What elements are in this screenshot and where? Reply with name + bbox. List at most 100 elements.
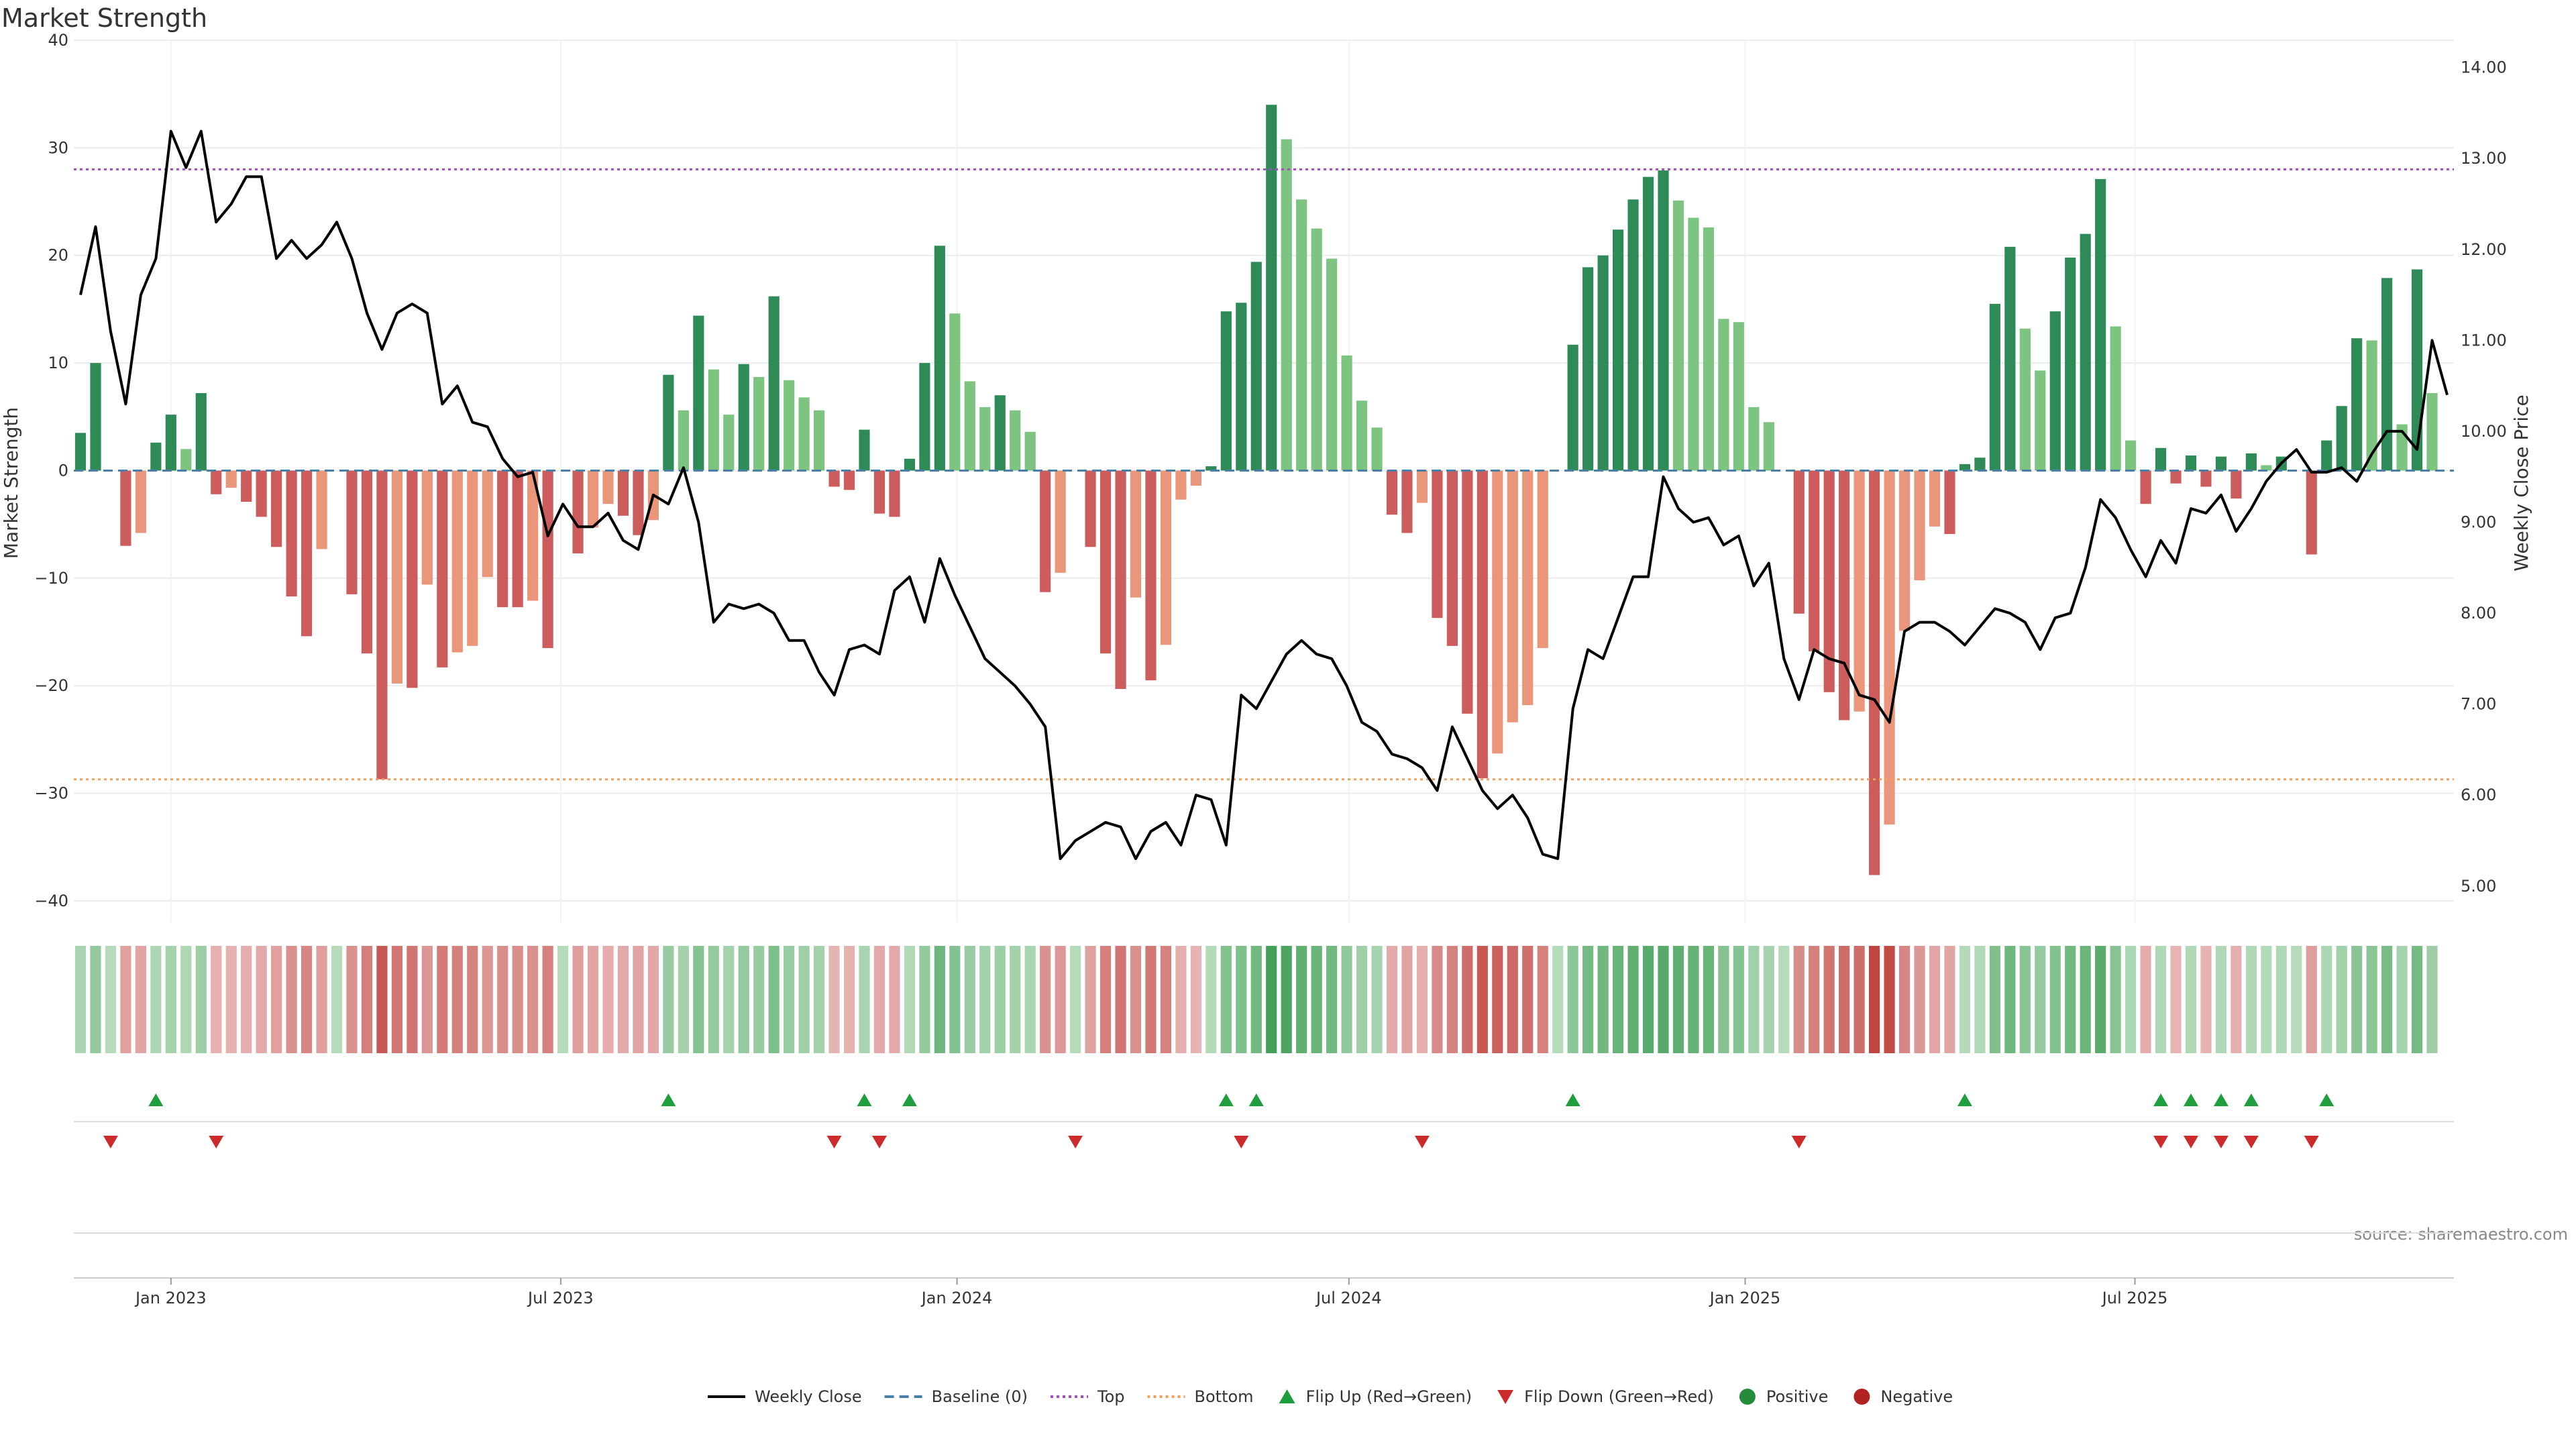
heat-cell (753, 946, 765, 1053)
heat-cell (2125, 946, 2137, 1053)
strength-bar (1311, 228, 1322, 471)
strength-bar (195, 393, 207, 471)
heat-cell (828, 946, 840, 1053)
heat-cell (1793, 946, 1805, 1053)
strength-bar (587, 470, 599, 528)
heat-cell (211, 946, 222, 1053)
flip-up-marker (2183, 1093, 2198, 1106)
heat-cell (241, 946, 252, 1053)
heat-cell (587, 946, 599, 1053)
legend-swatch-circle (1739, 1389, 1756, 1405)
heat-cell (1507, 946, 1518, 1053)
heat-cell (1703, 946, 1714, 1053)
strength-bar (1432, 470, 1443, 619)
heat-cell (1778, 946, 1790, 1053)
heat-cell (678, 946, 689, 1053)
strength-bar (1914, 470, 1925, 581)
strength-bar (602, 470, 614, 504)
heat-cell (421, 946, 433, 1053)
heat-cell (407, 946, 418, 1053)
strength-bar (572, 470, 584, 553)
legend-label: Baseline (0) (932, 1387, 1028, 1406)
flip-up-marker (1218, 1093, 1234, 1106)
heat-cell (2366, 946, 2377, 1053)
heat-cell (135, 946, 146, 1053)
strength-bar (1597, 255, 1609, 471)
strength-bar (2351, 338, 2363, 471)
strength-bar (1236, 303, 1247, 471)
heat-cell (2411, 946, 2423, 1053)
heat-cell (784, 946, 795, 1053)
strength-bar (482, 470, 493, 578)
strength-bar (1748, 407, 1760, 471)
strength-bar (633, 470, 644, 535)
heat-cell (1190, 946, 1201, 1053)
strength-bar (979, 407, 991, 471)
heat-cell (467, 946, 478, 1053)
heat-strip (74, 946, 2438, 1053)
strength-bar (1672, 200, 1684, 471)
strength-bar (1658, 170, 1669, 471)
strength-bar (934, 246, 945, 471)
heat-cell (482, 946, 493, 1053)
heat-cell (979, 946, 991, 1053)
heat-cell (1371, 946, 1383, 1053)
strength-bar (512, 470, 523, 608)
reference-lines (74, 168, 2454, 781)
strength-bar (904, 458, 916, 471)
flip-down-marker (1791, 1136, 1807, 1148)
heat-cell (2396, 946, 2408, 1053)
strength-bar (798, 397, 810, 471)
heat-cell (2049, 946, 2061, 1053)
close-line-group (79, 129, 2449, 861)
heat-cell (1718, 946, 1729, 1053)
strength-bar (1175, 470, 1187, 500)
heat-cell (919, 946, 930, 1053)
heat-cell (1672, 946, 1684, 1053)
y2-tick-label: 14.00 (2461, 58, 2507, 77)
strength-bar (165, 415, 176, 471)
heat-cell (2004, 946, 2016, 1053)
heat-cell (859, 946, 870, 1053)
heat-cell (2336, 946, 2347, 1053)
flip-up-marker (1248, 1093, 1264, 1106)
strength-bar (1477, 470, 1488, 779)
heat-cell (693, 946, 704, 1053)
strength-bar (2245, 453, 2257, 471)
strength-bar (180, 449, 192, 471)
strength-bar (1793, 470, 1805, 614)
heat-cell (331, 946, 343, 1053)
legend-label: Positive (1766, 1387, 1829, 1406)
heat-cell (1296, 946, 1307, 1053)
strength-bar (1190, 470, 1201, 486)
y2-axis-label: Weekly Close Price (2510, 394, 2532, 571)
y-tick-label: 20 (48, 246, 68, 265)
heat-cell (1884, 946, 1895, 1053)
strength-bar (1220, 311, 1232, 471)
legend-swatch-triangle-up (1279, 1389, 1295, 1403)
y2-tick-label: 13.00 (2461, 149, 2507, 168)
heat-cell (1914, 946, 1925, 1053)
strength-bar (361, 470, 373, 654)
heat-cell (1552, 946, 1564, 1053)
strength-bar (873, 470, 885, 514)
flip-down-marker (2213, 1136, 2229, 1148)
strength-bar (1612, 229, 1624, 471)
strength-bar (828, 470, 840, 487)
flip-down-marker (2183, 1136, 2198, 1148)
strength-bar (1582, 267, 1594, 471)
strength-bar (663, 374, 674, 471)
heat-cell (1582, 946, 1594, 1053)
heat-cell (723, 946, 735, 1053)
strength-bar (1130, 470, 1142, 598)
heat-cell (1160, 946, 1172, 1053)
strength-bar (437, 470, 448, 667)
heat-cell (150, 946, 162, 1053)
flip-down-marker (2243, 1136, 2259, 1148)
y2-tick-label: 10.00 (2461, 422, 2507, 441)
heat-cell (1055, 946, 1066, 1053)
strength-bar (241, 470, 252, 502)
strength-bar (2155, 447, 2167, 471)
y2-tick-label: 7.00 (2461, 695, 2496, 714)
strength-bar (1040, 470, 1051, 592)
